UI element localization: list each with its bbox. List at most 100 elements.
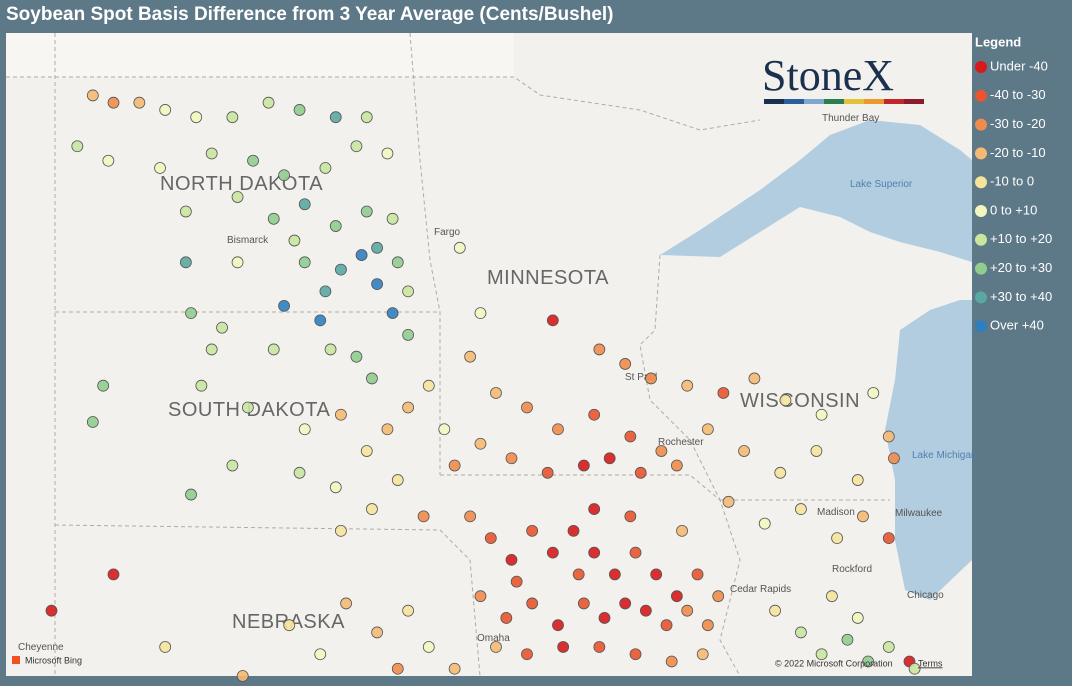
point [826,590,838,603]
point [670,459,683,472]
legend-title: Legend [975,34,1021,49]
point [696,648,709,661]
point [774,466,787,479]
attribution: Microsoft Bing [25,655,82,665]
point [908,662,921,675]
point [402,329,415,341]
point [712,590,725,603]
point [619,597,632,610]
point [795,503,807,515]
point [231,256,244,269]
point [634,466,647,479]
point [857,510,869,523]
point [624,430,637,443]
point [319,285,332,298]
border [409,32,441,475]
title: Soybean Spot Basis Difference from 3 Yea… [6,4,614,25]
legend-swatch [975,61,987,73]
legend-label: -10 to 0 [990,174,1034,189]
point [185,307,197,320]
point [490,641,502,653]
city-label: Cheyenne [18,642,64,653]
legend-label: +10 to +20 [990,231,1052,246]
point [355,249,368,261]
city-label: Fargo [434,227,461,238]
point [619,358,632,370]
city-label: Chicago [907,590,944,601]
point [464,350,477,363]
point [851,612,864,624]
point [474,590,487,603]
point [722,495,735,508]
point [216,321,228,334]
point [185,488,197,501]
point [541,466,554,479]
logo: StoneX [762,51,894,100]
point [701,423,714,436]
point [340,597,352,610]
point [293,466,306,479]
point [262,96,275,109]
point [758,517,771,530]
point [593,343,606,356]
legend-swatch [975,176,987,189]
point [381,423,394,436]
point [867,387,880,399]
point [831,532,844,545]
point [577,459,590,472]
point [241,401,254,414]
point [329,220,342,232]
point [154,162,166,174]
point [371,278,384,291]
point [546,314,559,327]
point [748,372,761,385]
city-label: Milwaukee [895,508,943,519]
terms-link[interactable]: Terms [918,658,943,668]
legend-swatch [975,118,987,131]
point [205,147,218,160]
point [360,445,373,457]
point [552,619,564,632]
city-label: Thunder Bay [822,113,879,124]
point [366,503,378,515]
point [453,241,466,254]
point [133,96,146,109]
point [386,212,399,225]
border [440,474,741,677]
point [546,546,559,559]
point [795,626,807,639]
point [335,408,347,421]
copyright: © 2022 Microsoft Corporation [775,658,893,668]
legend-label: -30 to -20 [990,116,1046,131]
point [71,140,84,153]
point [422,641,435,653]
point [107,568,120,581]
legend-label: Over +40 [990,318,1044,333]
point [371,626,384,639]
legend-swatch [975,291,987,304]
point [474,307,487,320]
canada-border [6,76,761,131]
point [267,343,280,356]
point [681,379,694,392]
point [567,524,580,537]
point [371,241,384,254]
point [500,612,513,624]
point [484,532,497,545]
point [526,597,539,610]
point [552,423,564,436]
point [572,568,585,581]
point [588,408,601,421]
point [314,314,327,327]
point [236,670,249,682]
map-label: NORTH DAKOTA [160,173,323,195]
point [86,89,99,102]
point [86,416,99,428]
point [278,169,290,182]
point [624,510,637,523]
point [319,162,332,174]
point [97,379,110,392]
point [329,481,342,494]
point [381,147,394,160]
point [882,641,895,653]
